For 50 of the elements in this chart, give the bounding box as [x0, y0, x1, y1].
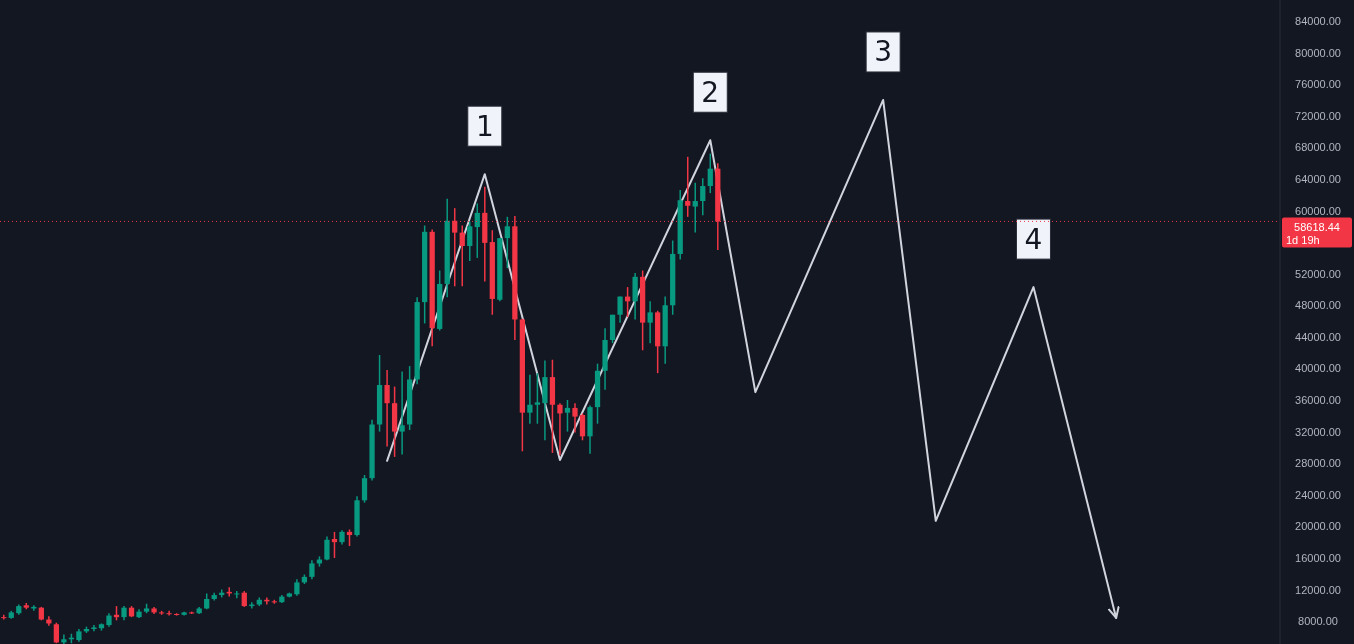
y-tick-label: 16000.00 — [1295, 551, 1341, 564]
candlestick — [564, 399, 571, 433]
candlestick — [617, 295, 623, 324]
y-tick-label: 84000.00 — [1295, 15, 1341, 27]
ref-line-label: 58618.44 — [1294, 221, 1340, 234]
annotation: 3 — [874, 35, 893, 69]
text: 1d 19h — [1286, 234, 1320, 247]
y-tick-label: 52000.00 — [1295, 267, 1341, 280]
candlestick — [467, 220, 473, 262]
candlestick — [692, 182, 698, 234]
candlestick — [61, 633, 67, 644]
candlestick — [1, 614, 7, 621]
y-tick-label: 60000.00 — [1295, 204, 1341, 217]
y-tick-label: 28000.00 — [1295, 457, 1341, 470]
y-tick-label: 8000.00 — [1298, 615, 1338, 628]
annotation: 2 — [701, 75, 720, 109]
candlestick — [399, 370, 405, 456]
candlestick — [707, 152, 713, 194]
y-tick-label: 44000.00 — [1295, 330, 1341, 343]
y-tick-label: 80000.00 — [1295, 46, 1341, 59]
candlestick — [459, 224, 465, 288]
candlestick — [166, 610, 172, 617]
y-tick-label: 20000.00 — [1295, 520, 1341, 533]
candlestick — [534, 372, 541, 425]
candlestick — [572, 402, 578, 434]
y-tick-label: 64000.00 — [1295, 172, 1341, 185]
candlestick — [361, 474, 368, 504]
candlestick — [527, 374, 533, 425]
candlestick — [579, 412, 586, 442]
y-tick-label: 68000.00 — [1295, 141, 1341, 154]
candlestick — [53, 621, 59, 644]
candlestick — [647, 300, 653, 344]
y-tick-label: 36000.00 — [1295, 394, 1341, 407]
candlestick — [309, 559, 315, 580]
annotation: 4 — [1024, 222, 1043, 256]
y-tick-label: 48000.00 — [1295, 299, 1341, 312]
y-tick-label: 40000.00 — [1295, 362, 1341, 375]
y-tick-label: 76000.00 — [1295, 78, 1341, 91]
annotation: 1 — [475, 109, 494, 143]
candlestick — [557, 402, 563, 457]
y-tick-label: 32000.00 — [1295, 425, 1341, 438]
candlestick — [474, 202, 480, 259]
y-tick-label: 12000.00 — [1295, 583, 1341, 596]
candlestick — [504, 216, 510, 269]
y-tick-label: 72000.00 — [1295, 109, 1341, 122]
candlestick — [685, 156, 691, 218]
y-tick-label: 24000.00 — [1295, 488, 1341, 501]
candlestick — [700, 177, 706, 216]
candlestick — [234, 590, 240, 599]
candlestick — [384, 369, 390, 448]
